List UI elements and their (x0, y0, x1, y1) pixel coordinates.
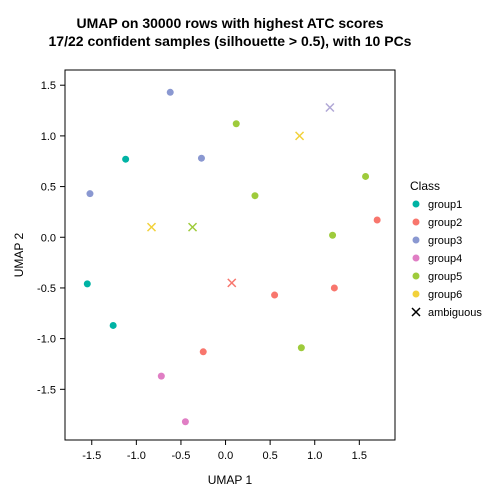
data-point (374, 217, 381, 224)
y-tick-label: -1.5 (37, 384, 56, 396)
legend-swatch (413, 237, 420, 244)
y-tick-label: 0.0 (41, 232, 56, 244)
x-tick-label: -1.5 (82, 450, 101, 462)
data-point (331, 284, 338, 291)
legend-swatch (413, 219, 420, 226)
legend-swatch (413, 291, 420, 298)
data-point (84, 280, 91, 287)
data-point (298, 344, 305, 351)
legend-title: Class (410, 179, 440, 193)
data-point-ambiguous (326, 104, 334, 112)
umap-scatter-chart: UMAP on 30000 rows with highest ATC scor… (0, 0, 504, 504)
data-point-ambiguous (228, 279, 236, 287)
legend-swatch (413, 201, 420, 208)
data-point (362, 173, 369, 180)
x-tick-label: -1.0 (127, 450, 146, 462)
legend-swatch (413, 273, 420, 280)
y-tick-label: -1.0 (37, 334, 56, 346)
data-point (158, 373, 165, 380)
y-axis-label: UMAP 2 (12, 232, 26, 277)
data-point (198, 155, 205, 162)
data-point (200, 348, 207, 355)
y-tick-label: -0.5 (37, 283, 56, 295)
data-point (122, 156, 129, 163)
data-point (182, 418, 189, 425)
data-point (110, 322, 117, 329)
data-point-ambiguous (296, 132, 304, 140)
legend-swatch-cross (412, 308, 420, 316)
legend-label: group6 (428, 289, 462, 301)
plot-border (65, 70, 395, 440)
legend-label: group5 (428, 271, 462, 283)
chart-title-line2: 17/22 confident samples (silhouette > 0.… (49, 33, 412, 49)
x-tick-label: -0.5 (171, 450, 190, 462)
x-tick-label: 1.5 (352, 450, 367, 462)
data-point (329, 232, 336, 239)
legend-swatch (413, 255, 420, 262)
y-tick-label: 1.5 (41, 80, 56, 92)
y-tick-label: 1.0 (41, 131, 56, 143)
y-tick-label: 0.5 (41, 182, 56, 194)
legend-label: group1 (428, 199, 462, 211)
data-point (233, 120, 240, 127)
data-point (86, 190, 93, 197)
data-point-ambiguous (148, 223, 156, 231)
x-tick-label: 1.0 (307, 450, 322, 462)
x-axis-label: UMAP 1 (208, 473, 253, 487)
legend-label: group4 (428, 253, 462, 265)
chart-title-line1: UMAP on 30000 rows with highest ATC scor… (76, 15, 383, 31)
data-point (167, 89, 174, 96)
data-point-ambiguous (189, 223, 197, 231)
x-tick-label: 0.5 (262, 450, 277, 462)
legend-label: group3 (428, 235, 462, 247)
legend-label: group2 (428, 217, 462, 229)
x-tick-label: 0.0 (218, 450, 233, 462)
data-point (271, 292, 278, 299)
legend-label: ambiguous (428, 307, 482, 319)
data-point (251, 192, 258, 199)
